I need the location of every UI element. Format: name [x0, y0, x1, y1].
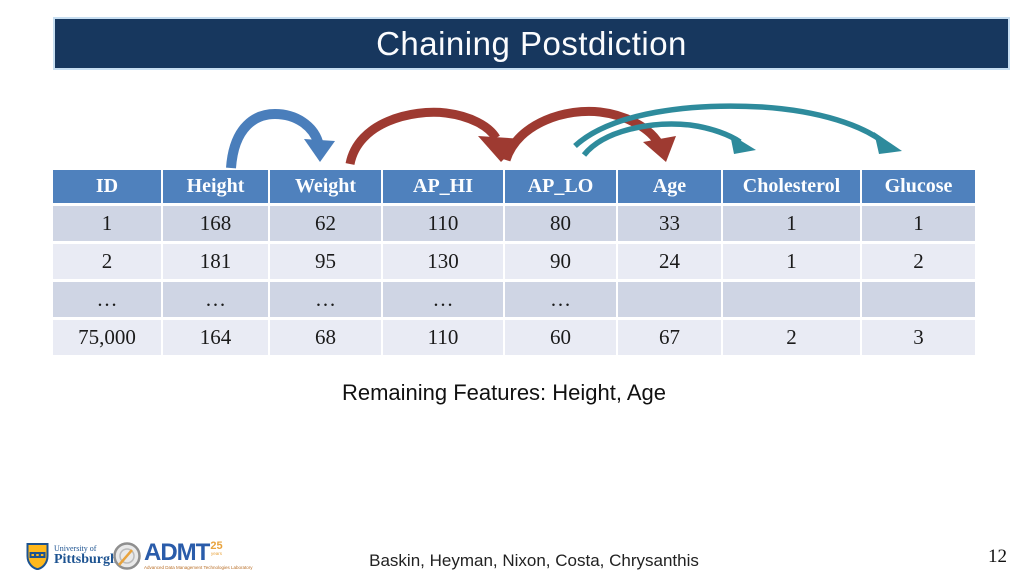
table-cell [723, 282, 860, 317]
col-header-glucose: Glucose [862, 170, 975, 203]
table-cell: 130 [383, 244, 503, 279]
slide-title: Chaining Postdiction [376, 24, 687, 62]
table-cell: 90 [505, 244, 616, 279]
pitt-shield-icon [26, 543, 49, 570]
admt-wordmark: ADMT 25 years Advanced Data Management T… [144, 541, 253, 571]
table-cell: 110 [383, 206, 503, 241]
table-cell: 67 [618, 320, 721, 355]
teal-arrow-1-head [730, 134, 756, 154]
pitt-wordmark: University of Pittsburgh [54, 545, 118, 567]
table-cell: 2 [53, 244, 161, 279]
col-header-height: Height [163, 170, 268, 203]
col-header-cholesterol: Cholesterol [723, 170, 860, 203]
table-cell [618, 282, 721, 317]
table-cell: 1 [723, 244, 860, 279]
teal-arrow-1-arc [581, 121, 742, 157]
pitt-wordmark-line2: Pittsburgh [54, 552, 118, 567]
table-cell: 95 [270, 244, 381, 279]
table-cell: 1 [723, 206, 860, 241]
table-cell: … [505, 282, 616, 317]
table-cell: 3 [862, 320, 975, 355]
table-cell: 2 [723, 320, 860, 355]
blue-arrow-arc [226, 108, 323, 169]
table-cell: 80 [505, 206, 616, 241]
citation-text: Baskin, Heyman, Nixon, Costa, Chrysanthi… [369, 551, 699, 570]
col-header-ap-lo: AP_LO [505, 170, 616, 203]
university-of-pittsburgh-logo: University of Pittsburgh [26, 542, 118, 570]
table-cell: 2 [862, 244, 975, 279]
teal-arrow-2-arc [573, 103, 884, 149]
admt-seal-icon [113, 542, 141, 570]
table-cell: 24 [618, 244, 721, 279]
data-table: ID Height Weight AP_HI AP_LO Age Cholest… [53, 170, 975, 355]
page-number: 12 [988, 546, 1007, 567]
admt-name: ADMT [144, 539, 210, 566]
col-header-ap-hi: AP_HI [383, 170, 503, 203]
table-cell: … [270, 282, 381, 317]
table-cell: 164 [163, 320, 268, 355]
admt-lab-logo: ADMT 25 years Advanced Data Management T… [112, 541, 253, 571]
table-cell: … [53, 282, 161, 317]
table-cell: 168 [163, 206, 268, 241]
table-cell: … [383, 282, 503, 317]
red-arrow-2-head [643, 136, 676, 162]
teal-arrow-2-head [874, 132, 902, 154]
col-header-weight: Weight [270, 170, 381, 203]
admt-tagline: Advanced Data Management Technologies La… [144, 565, 253, 570]
pitt-wordmark-line1: University of [54, 544, 97, 553]
table-cell: 1 [53, 206, 161, 241]
table-cell: 110 [383, 320, 503, 355]
blue-arrow-head [304, 139, 335, 162]
col-header-id: ID [53, 170, 161, 203]
col-header-age: Age [618, 170, 721, 203]
admt-years-label: years [210, 551, 222, 556]
slide-title-bar: Chaining Postdiction [53, 17, 1010, 70]
table-cell: 68 [270, 320, 381, 355]
table-cell: 62 [270, 206, 381, 241]
chaining-arrows [226, 103, 902, 169]
remaining-features-caption: Remaining Features: Height, Age [341, 380, 667, 405]
admt-years-badge: 25 [210, 540, 223, 552]
table-cell: 1 [862, 206, 975, 241]
table-cell [862, 282, 975, 317]
table-cell: 75,000 [53, 320, 161, 355]
table-cell: 33 [618, 206, 721, 241]
table-cell: 60 [505, 320, 616, 355]
red-arrow-1-arc [345, 107, 500, 166]
table-cell: 181 [163, 244, 268, 279]
table-cell: … [163, 282, 268, 317]
